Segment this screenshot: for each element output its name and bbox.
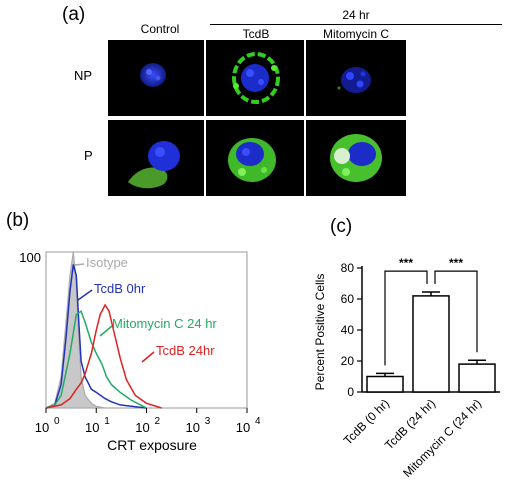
micrograph-control-np <box>108 40 204 116</box>
histogram-xtick-exponent: 3 <box>205 416 211 427</box>
arrow-mitomycin <box>99 325 113 337</box>
micrograph-mitomycin-p <box>306 120 406 196</box>
bar-ytick-label: 40 <box>341 323 355 337</box>
bar-ylabel: Percent Positive Cells <box>313 274 327 391</box>
histogram-chart: 100 10 0 10 1 10 2 10 3 10 4 CRT exposure <box>19 250 260 453</box>
panel-a-label: (a) <box>62 4 86 25</box>
arrow-tcdb-24hr <box>141 351 155 363</box>
legend-mitomycin: Mitomycin C 24 hr <box>112 316 217 331</box>
histogram-xtick-label: 10 <box>186 420 200 435</box>
histogram-xtick-label: 10 <box>85 420 99 435</box>
bar-ytick-label: 20 <box>341 354 355 368</box>
row-label-np: NP <box>74 68 93 83</box>
histogram-xlabel: CRT exposure <box>107 437 197 453</box>
significance-bracket-0 <box>384 270 428 366</box>
bar-ytick-label: 0 <box>347 385 354 399</box>
time-header-rule <box>210 24 502 25</box>
micrograph-tcdb-np <box>206 40 304 116</box>
histogram-xtick-label: 10 <box>135 420 149 435</box>
bar-ytick-label: 80 <box>341 261 355 275</box>
histogram-series-3 <box>45 303 162 409</box>
micrograph-control-p <box>108 120 204 196</box>
col-label-control: Control <box>140 22 180 36</box>
legend-isotype: Isotype <box>86 255 128 270</box>
arrow-tcdb-0hr <box>77 289 93 301</box>
legend-tcdb-24hr: TcdB 24hr <box>156 343 215 358</box>
significance-bracket-1 <box>434 270 478 353</box>
bar-0 <box>366 375 404 393</box>
arrow-isotype <box>74 263 85 266</box>
significance-stars-1: *** <box>449 256 463 270</box>
histogram-series-1 <box>45 264 147 409</box>
time-header: 24 hr <box>342 8 370 22</box>
bar-2 <box>458 363 496 393</box>
histogram-xtick-label: 10 <box>35 420 49 435</box>
micrograph-tcdb-p <box>206 120 304 196</box>
panel-b-label: (b) <box>6 210 30 231</box>
histogram-series-2 <box>45 310 147 409</box>
histogram-series-0 <box>45 251 147 409</box>
histogram-xtick-exponent: 4 <box>255 416 260 427</box>
bar-category-label-2: Mitomycin C (24 hr) <box>400 396 484 480</box>
histogram-xtick-exponent: 2 <box>155 416 161 427</box>
histogram-xtick-label: 10 <box>236 420 250 435</box>
legend-tcdb-0hr: TcdB 0hr <box>94 281 146 296</box>
row-label-p: P <box>84 148 93 163</box>
histogram-ytick-100: 100 <box>19 250 41 265</box>
significance-stars-0: *** <box>399 256 413 270</box>
panel-c-label: (c) <box>330 216 353 237</box>
bar-ytick-label: 60 <box>341 292 355 306</box>
bar-1 <box>412 295 450 393</box>
col-label-mitomycin: Mitomycin C <box>322 27 389 41</box>
micrograph-mitomycin-np <box>306 40 406 116</box>
histogram-xtick-exponent: 1 <box>104 416 110 427</box>
histogram-legend-arrows <box>74 263 155 363</box>
col-label-tcdb: TcdB <box>242 27 270 41</box>
histogram-xtick-exponent: 0 <box>54 416 60 427</box>
